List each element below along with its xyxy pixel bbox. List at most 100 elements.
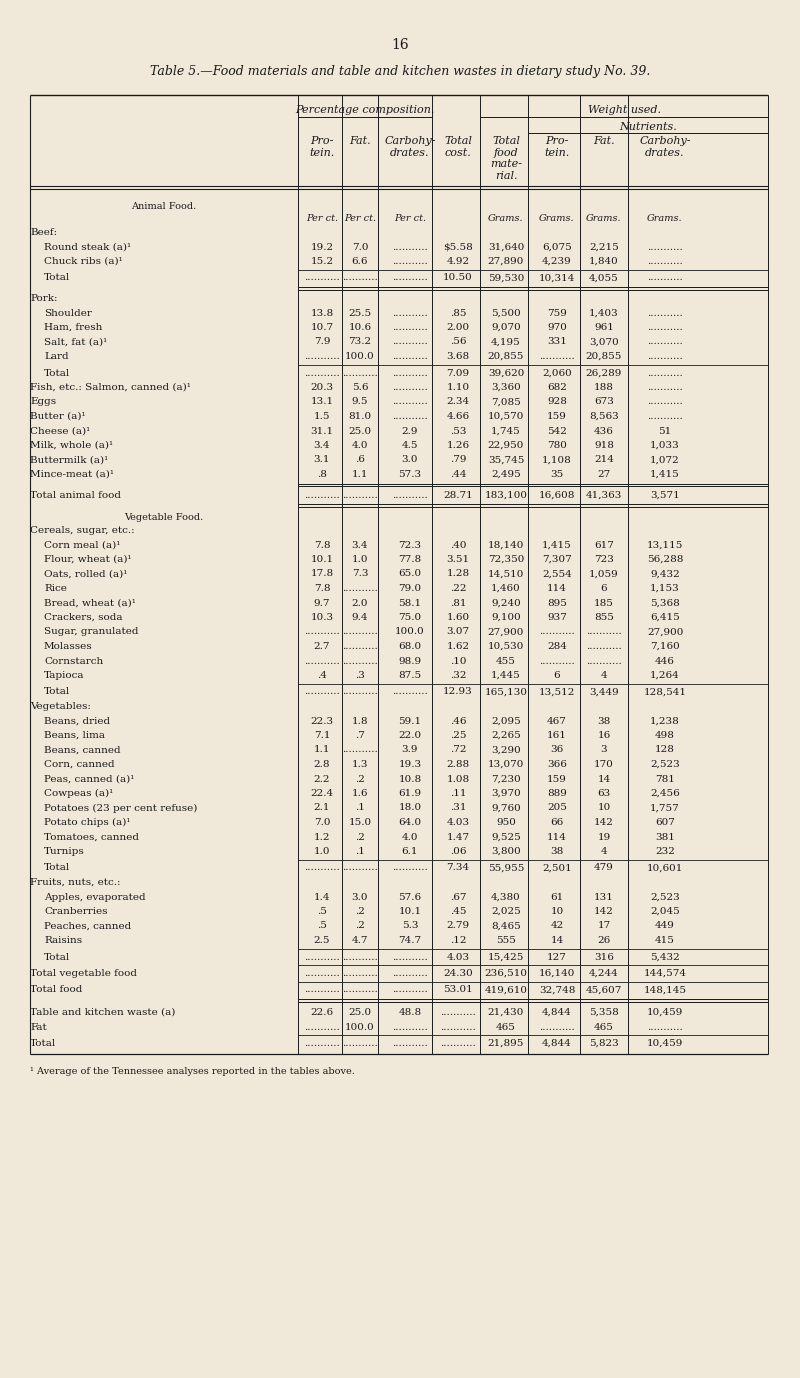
Text: 1.47: 1.47 — [446, 832, 470, 842]
Text: 26: 26 — [598, 936, 610, 945]
Text: Apples, evaporated: Apples, evaporated — [44, 893, 146, 901]
Text: .8: .8 — [317, 470, 327, 480]
Text: Total food: Total food — [30, 985, 82, 995]
Text: .53: .53 — [450, 427, 466, 435]
Text: 16: 16 — [598, 730, 610, 740]
Text: 3.68: 3.68 — [446, 351, 470, 361]
Text: ...........: ........... — [392, 969, 428, 978]
Text: 7,085: 7,085 — [491, 397, 521, 407]
Text: 31,640: 31,640 — [488, 243, 524, 252]
Text: 214: 214 — [594, 456, 614, 464]
Text: Milk, whole (a)¹: Milk, whole (a)¹ — [30, 441, 113, 451]
Text: 3.1: 3.1 — [314, 456, 330, 464]
Text: 10.8: 10.8 — [398, 774, 422, 784]
Text: Molasses: Molasses — [44, 642, 93, 650]
Text: 10.3: 10.3 — [310, 613, 334, 621]
Text: 2,523: 2,523 — [650, 893, 680, 901]
Text: Table 5.—Food materials and table and kitchen wastes in dietary study No. 39.: Table 5.—Food materials and table and ki… — [150, 65, 650, 79]
Text: 188: 188 — [594, 383, 614, 391]
Text: Eggs: Eggs — [30, 397, 56, 407]
Text: 284: 284 — [547, 642, 567, 650]
Text: ...........: ........... — [342, 985, 378, 995]
Text: .1: .1 — [355, 803, 365, 813]
Text: 75.0: 75.0 — [398, 613, 422, 621]
Text: ...........: ........... — [342, 969, 378, 978]
Text: 5.3: 5.3 — [402, 922, 418, 930]
Text: 1,745: 1,745 — [491, 427, 521, 435]
Text: Total: Total — [44, 688, 70, 696]
Text: .1: .1 — [355, 847, 365, 856]
Text: ...........: ........... — [647, 1022, 683, 1032]
Text: Total
cost.: Total cost. — [444, 136, 472, 157]
Text: 1,072: 1,072 — [650, 456, 680, 464]
Text: 79.0: 79.0 — [398, 584, 422, 593]
Text: 10.50: 10.50 — [443, 273, 473, 282]
Text: 9,100: 9,100 — [491, 613, 521, 621]
Text: Cheese (a)¹: Cheese (a)¹ — [30, 427, 90, 435]
Text: 607: 607 — [655, 819, 675, 827]
Text: 1,757: 1,757 — [650, 803, 680, 813]
Text: .25: .25 — [450, 730, 466, 740]
Text: .06: .06 — [450, 847, 466, 856]
Text: 51: 51 — [658, 427, 672, 435]
Text: ...........: ........... — [304, 491, 340, 499]
Text: 25.5: 25.5 — [349, 309, 371, 317]
Text: 63: 63 — [598, 790, 610, 798]
Text: 895: 895 — [547, 598, 567, 608]
Text: 42: 42 — [550, 922, 564, 930]
Text: 2.34: 2.34 — [446, 397, 470, 407]
Text: 5,500: 5,500 — [491, 309, 521, 317]
Text: 59,530: 59,530 — [488, 273, 524, 282]
Text: 3.51: 3.51 — [446, 555, 470, 564]
Text: .11: .11 — [450, 790, 466, 798]
Text: Total: Total — [44, 273, 70, 282]
Text: Corn meal (a)¹: Corn meal (a)¹ — [44, 540, 120, 550]
Text: 1.26: 1.26 — [446, 441, 470, 451]
Text: 2.1: 2.1 — [314, 803, 330, 813]
Text: 6: 6 — [601, 584, 607, 593]
Text: Total: Total — [44, 952, 70, 962]
Text: 35,745: 35,745 — [488, 456, 524, 464]
Text: 3.9: 3.9 — [402, 745, 418, 755]
Text: .46: .46 — [450, 717, 466, 725]
Text: 127: 127 — [547, 952, 567, 962]
Text: 4.66: 4.66 — [446, 412, 470, 422]
Text: ...........: ........... — [647, 351, 683, 361]
Text: ...........: ........... — [440, 1007, 476, 1017]
Text: 2.2: 2.2 — [314, 774, 330, 784]
Text: 2.0: 2.0 — [352, 598, 368, 608]
Text: .85: .85 — [450, 309, 466, 317]
Text: 25.0: 25.0 — [349, 1007, 371, 1017]
Text: ...........: ........... — [647, 338, 683, 346]
Text: 9,240: 9,240 — [491, 598, 521, 608]
Text: 20,855: 20,855 — [586, 351, 622, 361]
Text: Fruits, nuts, etc.:: Fruits, nuts, etc.: — [30, 878, 121, 887]
Text: Tomatoes, canned: Tomatoes, canned — [44, 832, 139, 842]
Text: 2.9: 2.9 — [402, 427, 418, 435]
Text: Total animal food: Total animal food — [30, 491, 121, 499]
Text: 19: 19 — [598, 832, 610, 842]
Text: .81: .81 — [450, 598, 466, 608]
Text: 27,900: 27,900 — [488, 627, 524, 637]
Text: 8,465: 8,465 — [491, 922, 521, 930]
Text: 25.0: 25.0 — [349, 427, 371, 435]
Text: 1.62: 1.62 — [446, 642, 470, 650]
Text: 415: 415 — [655, 936, 675, 945]
Text: 1.60: 1.60 — [446, 613, 470, 621]
Text: ¹ Average of the Tennessee analyses reported in the tables above.: ¹ Average of the Tennessee analyses repo… — [30, 1067, 355, 1075]
Text: 36: 36 — [550, 745, 564, 755]
Text: 20,855: 20,855 — [488, 351, 524, 361]
Text: ...........: ........... — [392, 243, 428, 252]
Text: 1,059: 1,059 — [589, 569, 619, 579]
Text: 1.08: 1.08 — [446, 774, 470, 784]
Text: 17.8: 17.8 — [310, 569, 334, 579]
Text: 2,554: 2,554 — [542, 569, 572, 579]
Text: ...........: ........... — [342, 642, 378, 650]
Text: 366: 366 — [547, 761, 567, 769]
Text: ...........: ........... — [342, 584, 378, 593]
Text: 3.0: 3.0 — [352, 893, 368, 901]
Text: 1,153: 1,153 — [650, 584, 680, 593]
Text: 4.92: 4.92 — [446, 258, 470, 266]
Text: ...........: ........... — [586, 642, 622, 650]
Text: ...........: ........... — [392, 688, 428, 696]
